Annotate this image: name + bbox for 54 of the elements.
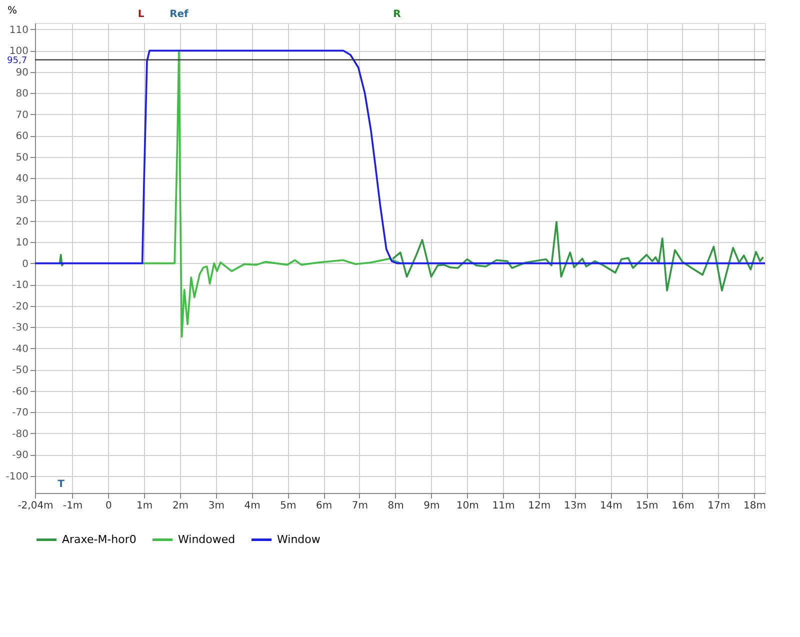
text: Ref	[170, 9, 190, 20]
y-tick-label: -20	[12, 301, 28, 312]
legend-label: Windowed	[178, 532, 236, 546]
y-tick-label: -60	[12, 386, 28, 398]
x-tick-label: 8m	[388, 500, 404, 512]
text: L	[138, 9, 145, 20]
y-tick-label: -30	[12, 322, 28, 334]
x-tick-label: 4m	[244, 500, 260, 512]
legend-label: Window	[277, 532, 320, 546]
y-tick-label: -100	[6, 471, 28, 482]
y-tick-label: -10	[12, 280, 28, 292]
y-tick-label: 70	[16, 110, 28, 121]
y-tick-label: 0	[22, 258, 28, 270]
y-tick-label: 90	[16, 67, 28, 78]
x-tick-label: 16m	[672, 500, 694, 512]
ref-line-label: 95,7	[7, 56, 28, 66]
text: R	[393, 9, 402, 20]
y-tick-label: -40	[12, 344, 28, 355]
legend-label: Araxe-M-hor0	[62, 532, 136, 546]
y-tick-label: 110	[9, 24, 28, 36]
x-tick-label: 17m	[708, 500, 730, 512]
y-tick-label: -80	[12, 428, 28, 440]
x-tick-label: 15m	[636, 500, 658, 512]
x-tick-label: 18m	[744, 500, 766, 512]
x-tick-label: 9m	[424, 500, 440, 512]
x-tick-label: 5m	[280, 500, 296, 512]
x-tick-label: 14m	[600, 500, 622, 512]
x-tick-label: -2,04m	[18, 500, 54, 512]
x-tick-label: 7m	[352, 500, 368, 512]
x-tick-label: -1m	[62, 500, 83, 512]
line-series	[35, 50, 765, 264]
y-tick-label: 20	[16, 216, 28, 228]
y-tick-label: -90	[12, 450, 28, 462]
y-axis-title: %	[8, 6, 18, 16]
x-tick-label: 13m	[564, 500, 587, 512]
y-tick-label: -70	[12, 408, 28, 419]
y-tick-label: 100	[9, 46, 28, 58]
x-tick-label: 3m	[208, 500, 224, 512]
y-tick-label: -50	[12, 365, 28, 376]
x-tick-label: 11m	[492, 500, 515, 512]
y-tick-label: 50	[16, 152, 28, 164]
line-series	[141, 50, 402, 338]
x-tick-label: 10m	[456, 500, 479, 512]
y-tick-label: 30	[16, 195, 28, 206]
y-tick-label: 60	[16, 131, 28, 142]
annotation: T	[58, 479, 65, 490]
y-tick-label: 80	[16, 88, 28, 100]
x-tick-label: 6m	[316, 500, 332, 512]
x-tick-label: 2m	[172, 500, 189, 512]
y-tick-label: 40	[16, 174, 28, 185]
y-tick-label: 10	[16, 238, 28, 249]
x-tick-label: 0	[106, 500, 112, 512]
x-tick-label: 12m	[528, 500, 551, 512]
x-tick-label: 1m	[136, 500, 153, 512]
